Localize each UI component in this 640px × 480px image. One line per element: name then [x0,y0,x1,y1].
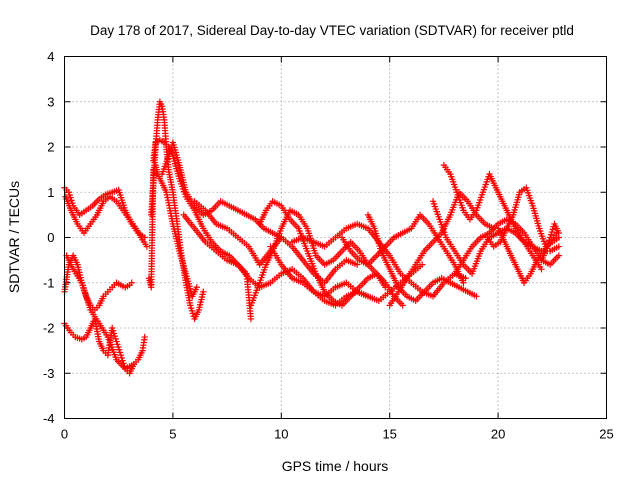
series-trace-21 [451,216,563,277]
series-trace-2 [62,193,151,250]
x-tick-label: 25 [599,427,613,442]
plot-frame [64,56,607,419]
data-point [141,333,148,341]
data-point [399,302,406,309]
series-trace-14 [267,243,426,309]
x-tick-label: 5 [169,427,176,442]
x-tick-label: 15 [382,427,396,442]
data-points-layer [61,98,563,377]
y-tick-labels: -4 -3 -2 -1 0 1 2 3 4 [43,49,55,426]
series-trace-5 [63,252,138,372]
series-trace-19 [429,198,563,277]
y-tick-label: -2 [43,321,55,336]
x-tick-label: 20 [491,427,505,442]
data-point [128,279,135,286]
x-tick-labels: 0 5 10 15 20 25 [61,427,614,442]
y-tick-label: 0 [47,230,54,245]
series-trace-11 [191,198,361,286]
data-point [460,279,467,286]
data-point [555,229,563,237]
y-axis-title: SDTVAR / TECUs [6,181,22,293]
data-point [143,243,151,250]
data-point [353,261,361,268]
series-trace-17 [364,211,480,305]
series-trace-24 [538,220,563,264]
y-tick-label: -3 [43,366,55,381]
x-tick-label: 10 [274,427,288,442]
series-trace-13 [256,198,406,309]
series-trace-9 [158,139,285,241]
x-tick-label: 0 [61,427,68,442]
series-trace-16 [338,211,467,286]
data-point [200,288,207,295]
y-tick-label: 2 [47,140,54,155]
data-point [193,284,200,291]
y-tick-label: -4 [43,411,55,426]
chart-title: Day 178 of 2017, Sidereal Day-to-day VTE… [90,23,574,38]
x-axis-title: GPS time / hours [282,458,389,474]
data-point [247,315,255,323]
data-point [555,252,563,259]
y-tick-label: 1 [47,185,54,200]
data-point [538,265,545,273]
series-trace-23 [494,225,560,286]
y-tick-label: -1 [43,275,55,290]
data-point [555,243,563,250]
series-trace-8 [145,161,200,300]
y-tick-label: 4 [47,49,54,64]
y-tick-label: 3 [47,94,54,109]
data-point [419,261,426,268]
data-point [473,293,480,300]
data-point [130,361,138,368]
